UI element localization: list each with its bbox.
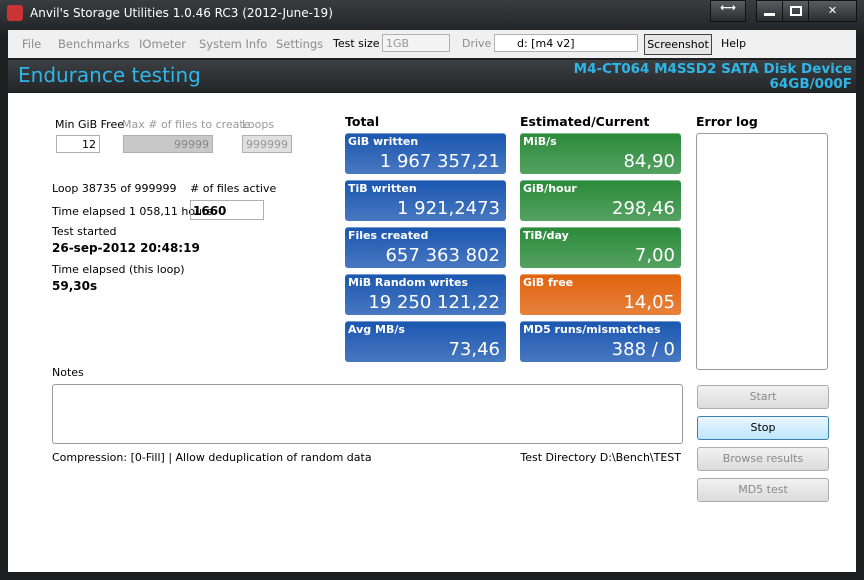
screenshot-button[interactable]: Screenshot: [644, 34, 712, 55]
tile-value: 84,90: [623, 151, 675, 172]
tile-label: TiB written: [348, 182, 417, 195]
stat-tile: MiB Random writes 19 250 121,22: [345, 274, 506, 315]
max-files-input[interactable]: 99999: [123, 135, 213, 153]
test-started-label: Test started: [52, 225, 117, 238]
loops-label: Loops: [242, 118, 275, 131]
max-files-label: Max # of files to create: [122, 118, 251, 131]
menu-item[interactable]: System Info: [199, 37, 268, 51]
loops-input[interactable]: 999999: [242, 135, 292, 153]
tile-value: 7,00: [634, 245, 675, 266]
header-title: Endurance testing: [18, 63, 201, 87]
current-heading: Estimated/Current: [520, 114, 650, 129]
stat-tile: GiB written 1 967 357,21: [345, 133, 506, 174]
tile-label: GiB written: [348, 135, 419, 148]
compression-info: Compression: [0-Fill] | Allow deduplicat…: [52, 451, 372, 464]
loop-elapsed-label: Time elapsed (this loop): [52, 263, 185, 276]
menu-item[interactable]: File: [22, 37, 42, 51]
stat-tile: TiB/day 7,00: [520, 227, 681, 268]
minimize-button[interactable]: [756, 0, 783, 22]
app-icon: [7, 5, 23, 21]
stat-tile: TiB written 1 921,2473: [345, 180, 506, 221]
loop-elapsed: 59,30s: [52, 279, 98, 293]
tile-label: Avg MB/s: [348, 323, 405, 336]
window-title: Anvil's Storage Utilities 1.0.46 RC3 (20…: [30, 6, 333, 20]
tile-label: GiB/hour: [523, 182, 577, 195]
tile-label: MD5 runs/mismatches: [523, 323, 661, 336]
test-directory: Test Directory D:\Bench\TEST: [520, 451, 681, 464]
tile-label: MiB Random writes: [348, 276, 469, 289]
tile-value: 388 / 0: [611, 339, 675, 360]
tile-value: 14,05: [623, 292, 675, 313]
notes-box[interactable]: [52, 384, 683, 444]
menu-help[interactable]: Help: [721, 37, 747, 50]
stat-tile: GiB/hour 298,46: [520, 180, 681, 221]
totals-heading: Total: [345, 114, 380, 129]
menu-test-size: Test size: [333, 37, 380, 50]
action-button[interactable]: MD5 test: [697, 478, 829, 502]
tile-value: 657 363 802: [385, 245, 500, 266]
notes-label: Notes: [52, 366, 84, 379]
maximize-button[interactable]: [782, 0, 809, 22]
menu-item[interactable]: Benchmarks: [58, 37, 130, 51]
files-active-label: # of files active: [190, 182, 277, 195]
test-started: 26-sep-2012 20:48:19: [52, 241, 200, 255]
menu-item[interactable]: IOmeter: [139, 37, 187, 51]
stat-tile: GiB free 14,05: [520, 274, 681, 315]
tile-value: 19 250 121,22: [368, 292, 500, 313]
tile-label: TiB/day: [523, 229, 569, 242]
stat-tile: MiB/s 84,90: [520, 133, 681, 174]
error-log[interactable]: [696, 133, 828, 370]
min-free-input[interactable]: 12: [56, 135, 100, 153]
tile-value: 1 967 357,21: [379, 151, 500, 172]
loop-count: Loop 38735 of 999999: [52, 182, 177, 195]
action-button[interactable]: Stop: [697, 416, 829, 440]
stat-tile: Files created 657 363 802: [345, 227, 506, 268]
tile-label: MiB/s: [523, 135, 557, 148]
tile-value: 73,46: [448, 339, 500, 360]
tile-label: Files created: [348, 229, 429, 242]
time-elapsed: Time elapsed 1 058,11 hours: [52, 205, 213, 218]
device-info: 64GB/000F: [769, 76, 853, 92]
menu-drive: Drive: [462, 37, 492, 50]
header-bar: [8, 60, 856, 92]
stat-tile: Avg MB/s 73,46: [345, 321, 506, 362]
tile-value: 1 921,2473: [396, 198, 500, 219]
close-button[interactable]: ✕: [808, 0, 857, 22]
device-name: M4-CT064 M4SSD2 SATA Disk Device: [573, 61, 852, 77]
menu-item[interactable]: Settings: [276, 37, 324, 51]
stat-tile: MD5 runs/mismatches 388 / 0: [520, 321, 681, 362]
min-free-label: Min GiB Free: [55, 118, 124, 131]
action-button[interactable]: Browse results: [697, 447, 829, 471]
test-size-select[interactable]: 1GB: [382, 34, 450, 52]
action-button[interactable]: Start: [697, 385, 829, 409]
tile-label: GiB free: [523, 276, 574, 289]
tile-value: 298,46: [612, 198, 675, 219]
error-log-heading: Error log: [696, 114, 758, 129]
drive-select[interactable]: d: [m4 v2]: [494, 34, 638, 52]
files-active: 1660: [190, 200, 264, 220]
swap-button[interactable]: ⟷: [710, 0, 746, 22]
